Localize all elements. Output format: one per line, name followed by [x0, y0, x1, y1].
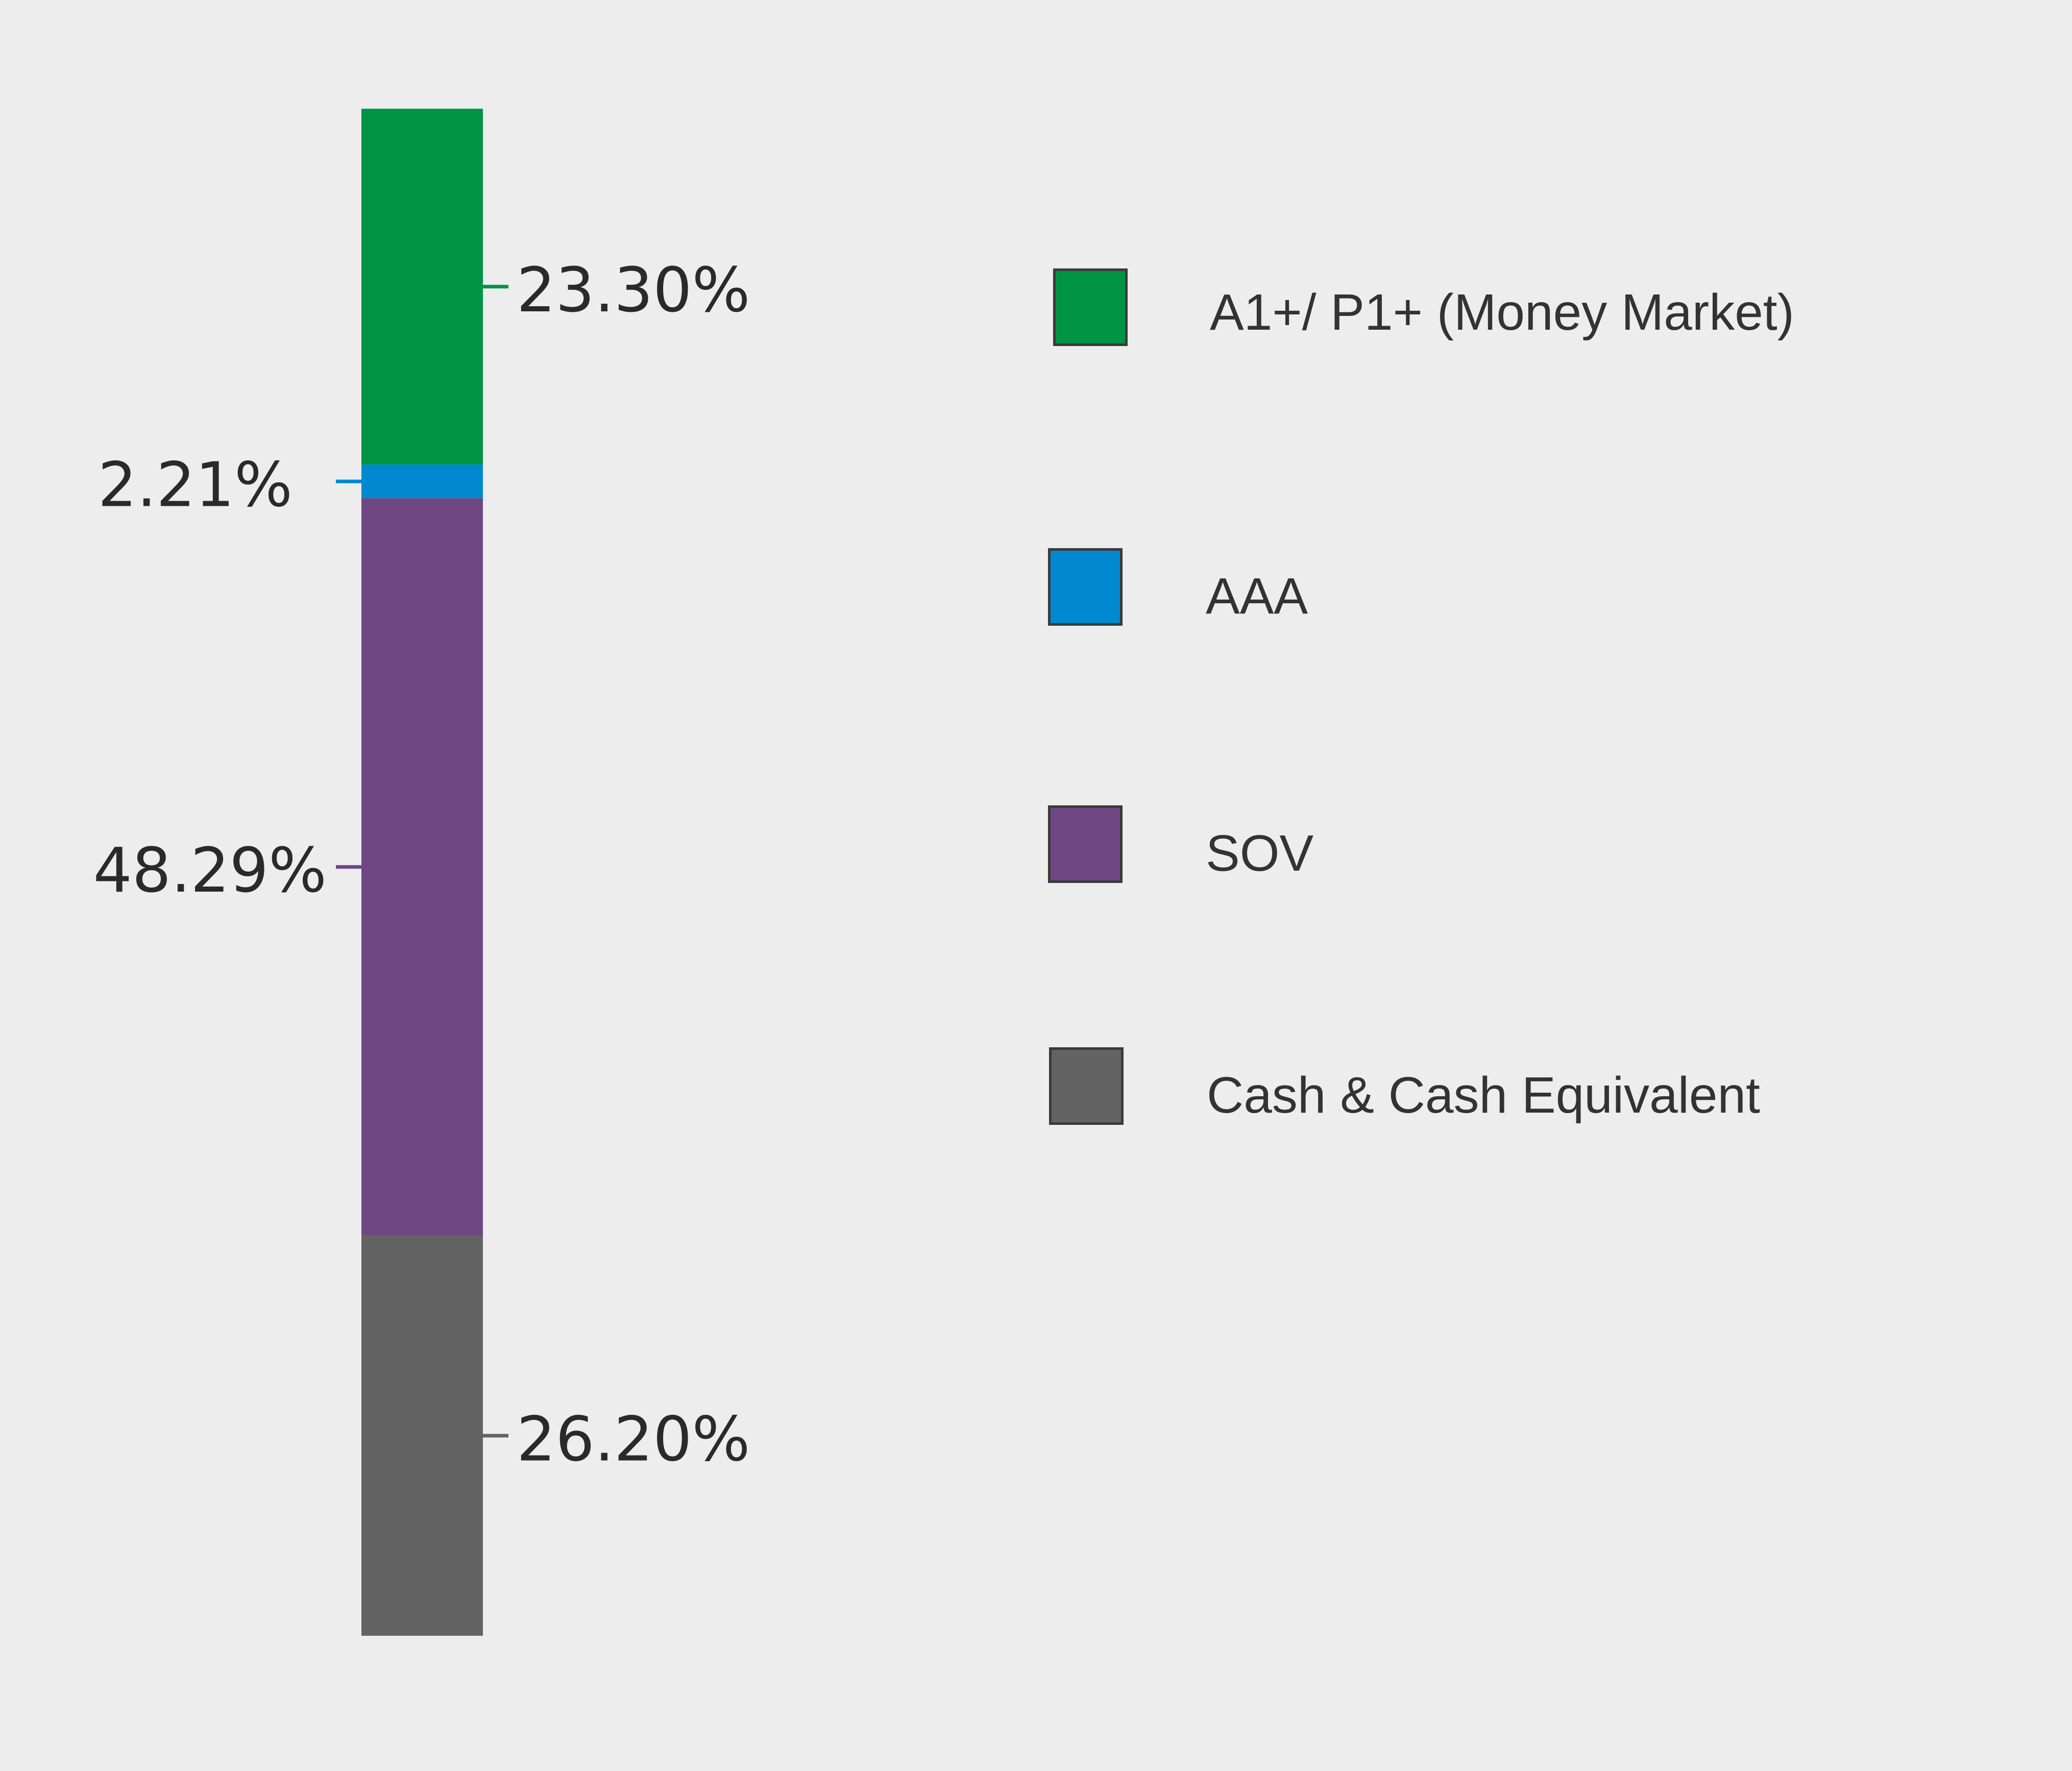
data-label-cash-cash-equivalent: 26.20% [517, 1405, 750, 1475]
bar-segment-aaa [361, 464, 483, 499]
bar-segment-sov [361, 498, 483, 1236]
bar-segment-a1-p1-money-market [361, 109, 483, 465]
data-label-sov: 48.29% [93, 835, 327, 906]
bar-segment-cash-cash-equivalent [361, 1236, 483, 1636]
data-label-aaa: 2.21% [98, 450, 292, 521]
data-label-a1-p1-money-market: 23.30% [517, 255, 750, 326]
